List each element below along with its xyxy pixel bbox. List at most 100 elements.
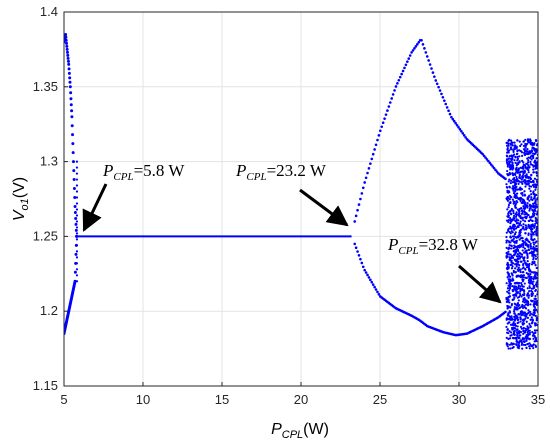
chaotic-point bbox=[526, 292, 530, 295]
chaotic-point bbox=[534, 264, 537, 267]
chaotic-point bbox=[524, 307, 528, 310]
chaotic-point bbox=[527, 326, 530, 330]
lower-branch-point bbox=[361, 265, 365, 269]
chaotic-point bbox=[520, 236, 523, 240]
chaotic-point bbox=[532, 245, 535, 249]
chaotic-point bbox=[532, 258, 535, 261]
chaotic-point bbox=[519, 170, 522, 173]
chaotic-point bbox=[509, 235, 512, 238]
chaotic-point bbox=[505, 183, 508, 186]
chaotic-point bbox=[508, 194, 511, 197]
chaotic-point bbox=[525, 315, 528, 318]
chaotic-point bbox=[526, 213, 529, 216]
upper-branch-point bbox=[370, 157, 374, 161]
upper-branch-point bbox=[495, 170, 499, 173]
chaotic-point bbox=[505, 154, 508, 157]
chaotic-point bbox=[517, 260, 520, 264]
chaotic-point bbox=[515, 178, 518, 181]
chaotic-point bbox=[516, 159, 519, 162]
upper-branch-point bbox=[451, 117, 455, 121]
upper-branch-point bbox=[403, 66, 406, 70]
upper-branch-point bbox=[383, 117, 386, 120]
chaotic-point bbox=[528, 251, 531, 255]
chaotic-point bbox=[531, 163, 534, 167]
upper-branch-point bbox=[420, 38, 423, 42]
chaotic-point bbox=[529, 226, 532, 229]
chaotic-point bbox=[523, 171, 526, 174]
upper-branch-point bbox=[448, 112, 452, 116]
upper-branch-point bbox=[380, 125, 384, 129]
chaotic-point bbox=[522, 246, 525, 249]
chaotic-point bbox=[516, 139, 519, 142]
chaotic-point bbox=[522, 266, 525, 269]
chaotic-point bbox=[532, 277, 535, 281]
upper-branch-point bbox=[447, 109, 450, 113]
upper-branch-point bbox=[491, 165, 494, 168]
upper-branch-point bbox=[381, 121, 385, 125]
chaotic-point bbox=[519, 334, 522, 337]
chaotic-point bbox=[534, 257, 538, 260]
chaotic-point bbox=[518, 337, 521, 340]
chaotic-point bbox=[535, 149, 538, 152]
chaotic-point bbox=[508, 278, 511, 281]
chaotic-point bbox=[531, 271, 534, 274]
upper-branch-point bbox=[450, 115, 453, 119]
upper-branch-point bbox=[482, 154, 486, 158]
chaotic-point bbox=[507, 240, 510, 243]
transition-point bbox=[75, 172, 79, 175]
chaotic-point bbox=[534, 331, 537, 334]
chaotic-point bbox=[514, 215, 518, 218]
chaotic-point bbox=[531, 152, 535, 155]
chaotic-point bbox=[531, 202, 535, 205]
chaotic-point bbox=[512, 294, 515, 297]
chaotic-point bbox=[535, 218, 538, 221]
chaotic-point bbox=[522, 140, 525, 143]
chaotic-point bbox=[506, 317, 509, 320]
chaotic-point bbox=[518, 264, 521, 267]
chaotic-point bbox=[507, 215, 510, 219]
chaotic-point bbox=[526, 316, 530, 319]
annotation-1-value: =5.8 W bbox=[134, 161, 186, 180]
chaotic-point bbox=[506, 328, 509, 331]
lower-branch-point bbox=[367, 276, 371, 279]
chaotic-point bbox=[510, 227, 513, 230]
lower-branch-point bbox=[371, 283, 375, 286]
chaotic-point bbox=[529, 155, 533, 158]
chaotic-point bbox=[522, 293, 526, 297]
band-point bbox=[66, 56, 70, 60]
upper-branch-point bbox=[388, 101, 392, 104]
chaotic-point bbox=[513, 241, 517, 244]
band-point bbox=[68, 85, 72, 89]
chaotic-point bbox=[516, 328, 519, 331]
band-point bbox=[65, 47, 69, 51]
upper-branch-point bbox=[390, 97, 393, 100]
chaotic-point bbox=[517, 347, 520, 350]
chaotic-point bbox=[512, 237, 515, 240]
chaotic-point bbox=[529, 242, 532, 245]
transition-point bbox=[75, 226, 79, 229]
chaotic-point bbox=[516, 188, 519, 191]
chaotic-point bbox=[518, 340, 521, 344]
annotation-1-arrow bbox=[82, 183, 108, 232]
upper-branch-point bbox=[366, 171, 369, 175]
chaotic-point bbox=[521, 313, 524, 316]
chaotic-point bbox=[510, 304, 513, 307]
lower-branch-point bbox=[360, 261, 364, 265]
transition-point bbox=[75, 160, 79, 163]
chaotic-point bbox=[533, 230, 537, 233]
annotation-3-arrow bbox=[458, 264, 502, 304]
upper-branch-point bbox=[458, 127, 462, 131]
chaotic-point bbox=[534, 272, 537, 275]
chaotic-point bbox=[507, 197, 510, 200]
chaotic-point bbox=[525, 339, 528, 342]
chaotic-point bbox=[527, 272, 530, 276]
upper-branch-point bbox=[391, 93, 395, 96]
chaotic-point bbox=[515, 199, 518, 203]
chaotic-point bbox=[518, 173, 521, 176]
chaotic-point bbox=[509, 282, 513, 285]
chaotic-point bbox=[515, 185, 518, 188]
band-point bbox=[70, 115, 74, 119]
chaotic-point bbox=[528, 310, 532, 313]
upper-branch-point bbox=[373, 148, 376, 151]
chaotic-point bbox=[520, 253, 524, 256]
